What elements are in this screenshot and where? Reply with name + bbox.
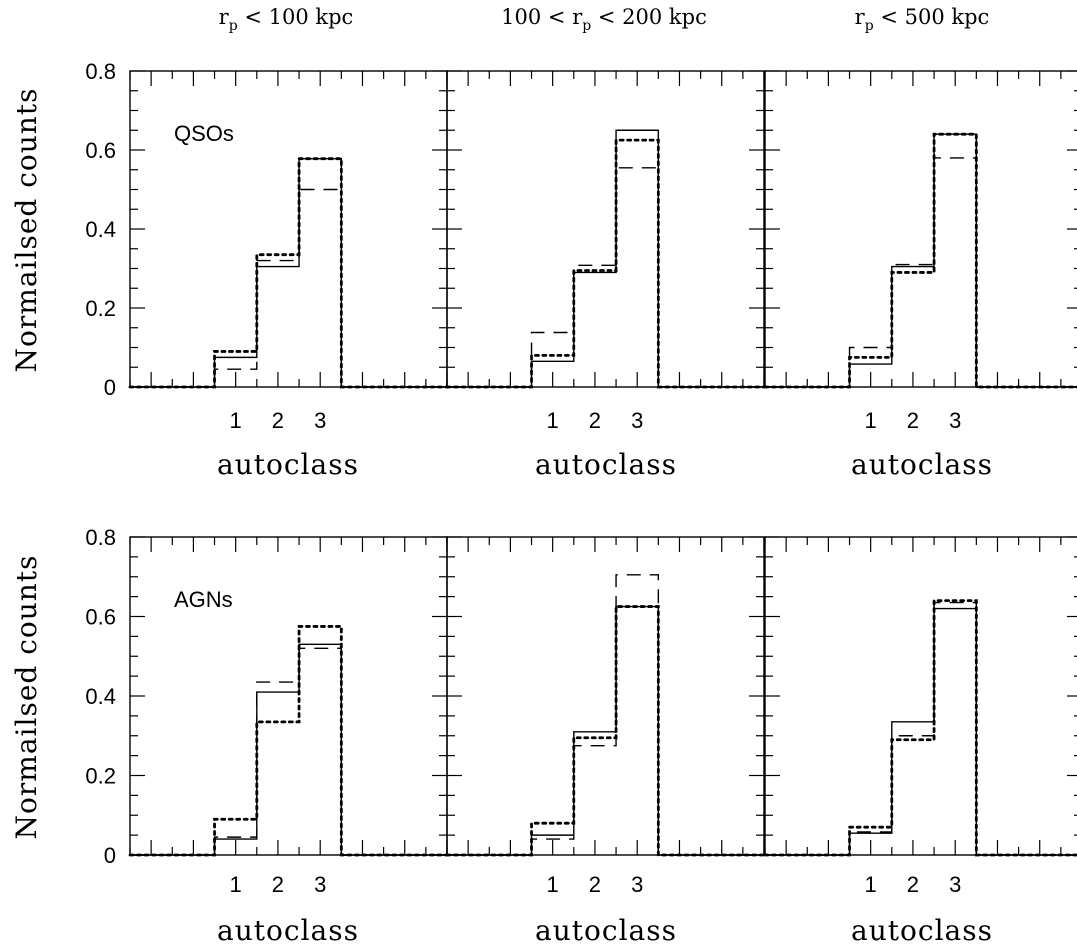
x-tick-label: 3 xyxy=(949,872,961,897)
series-dotted xyxy=(128,157,449,389)
x-tick-label: 1 xyxy=(230,872,242,897)
y-axis-label-top: Normailsed counts xyxy=(10,88,43,373)
series-dotted xyxy=(763,599,1077,857)
x-tick-label: 2 xyxy=(589,872,601,897)
series-dashed xyxy=(130,647,447,856)
column-title-1: rp < 100 kpc xyxy=(219,5,354,34)
series-dotted xyxy=(445,138,766,389)
x-axis-label-bottom-1: autoclass xyxy=(217,914,359,947)
x-tick-label: 3 xyxy=(949,408,961,433)
x-tick-label: 2 xyxy=(589,408,601,433)
panel-label: QSOs xyxy=(174,121,234,146)
panel-r0-c2: 1 2 3 xyxy=(763,70,1077,433)
y-tick-label: 0.8 xyxy=(85,525,116,550)
series-dashed xyxy=(130,188,447,388)
y-tick-label: 0.8 xyxy=(85,59,116,84)
y-tick-label: 0.2 xyxy=(85,764,116,789)
y-tick-label: 0.2 xyxy=(85,296,116,321)
panel-r0-c0: 0 0.2 0.4 0.6 0.8 1 2 3 QSOs xyxy=(85,59,449,433)
x-tick-label: 1 xyxy=(547,408,559,433)
y-tick-label: 0 xyxy=(104,375,116,400)
series-dashed xyxy=(765,601,1077,856)
series-dotted xyxy=(763,132,1077,389)
column-title-2: 100 < rp < 200 kpc xyxy=(501,5,707,34)
y-tick-label: 0.6 xyxy=(85,605,116,630)
x-tick-label: 1 xyxy=(865,872,877,897)
panel-r1-c1: 1 2 3 xyxy=(445,536,766,897)
series-dashed xyxy=(447,167,764,388)
y-tick-label: 0 xyxy=(104,843,116,868)
series-solid xyxy=(447,129,764,388)
y-tick-label: 0.4 xyxy=(85,684,116,709)
x-axis-label-top-3: autoclass xyxy=(851,448,993,481)
x-tick-label: 1 xyxy=(230,408,242,433)
series-solid xyxy=(765,133,1077,388)
series-dotted xyxy=(445,605,766,857)
column-title-3: rp < 500 kpc xyxy=(855,5,990,34)
x-tick-label: 3 xyxy=(314,872,326,897)
x-tick-label: 3 xyxy=(631,872,643,897)
series-dotted xyxy=(128,625,449,857)
x-tick-label: 2 xyxy=(272,408,284,433)
x-tick-label: 3 xyxy=(631,408,643,433)
series-solid xyxy=(447,605,764,856)
panel-r1-c0: 0 0.2 0.4 0.6 0.8 1 2 3 AGNs xyxy=(85,525,449,897)
x-tick-label: 2 xyxy=(907,872,919,897)
panel-frame xyxy=(129,70,448,388)
x-tick-label: 3 xyxy=(314,408,326,433)
series-dashed xyxy=(447,574,764,856)
panel-r0-c1: 1 2 3 xyxy=(445,70,766,433)
x-tick-label: 1 xyxy=(547,872,559,897)
panel-frame xyxy=(764,70,1077,388)
y-tick-label: 0.6 xyxy=(85,138,116,163)
series-solid xyxy=(765,607,1077,856)
series-solid xyxy=(130,643,447,856)
x-tick-label: 1 xyxy=(865,408,877,433)
series-dashed xyxy=(765,157,1077,388)
series-solid xyxy=(130,157,447,388)
x-axis-label-bottom-2: autoclass xyxy=(535,914,677,947)
y-axis-label-bottom: Normailsed counts xyxy=(10,555,43,840)
panel-frame xyxy=(446,70,765,388)
x-axis-label-top-1: autoclass xyxy=(217,448,359,481)
panel-label: AGNs xyxy=(174,587,233,612)
y-tick-label: 0.4 xyxy=(85,217,116,242)
x-tick-label: 2 xyxy=(272,872,284,897)
x-axis-label-top-2: autoclass xyxy=(535,448,677,481)
panel-frame xyxy=(764,536,1077,856)
panel-frame xyxy=(446,536,765,856)
x-tick-label: 2 xyxy=(907,408,919,433)
panels-group: 0 0.2 0.4 0.6 0.8 1 2 3 QSOs 1 2 3 1 2 3 0 0.2 0.4 0.6 0.8 1… xyxy=(85,59,1077,897)
x-axis-label-bottom-3: autoclass xyxy=(851,914,993,947)
panel-r1-c2: 1 2 3 xyxy=(763,536,1077,897)
panel-frame xyxy=(129,536,448,856)
